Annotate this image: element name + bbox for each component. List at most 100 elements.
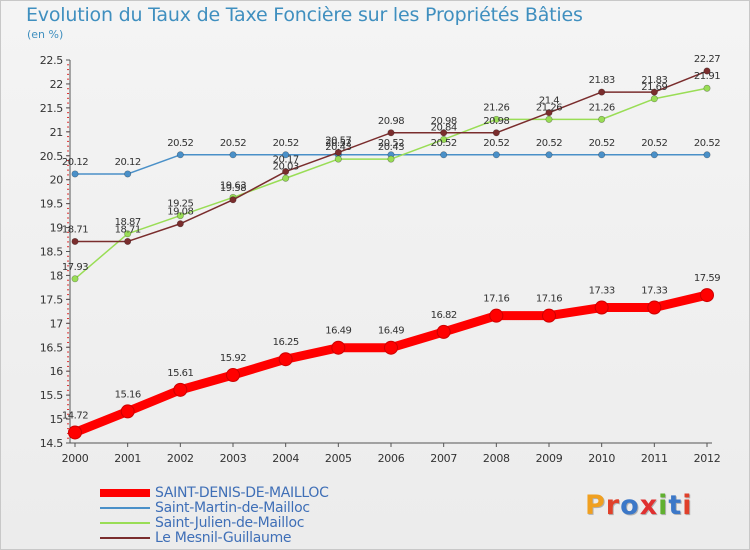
data-label: 20.52 [273,138,299,149]
line-chart: 14.5 15 15.5 16 16.5 17 17.5 18 18.5 19 19.5 20 20.5… [40,54,721,465]
data-label: 20.03 [273,161,299,172]
series-3 [71,67,711,245]
legend-label: SAINT-DENIS-DE-MAILLOC [155,484,329,501]
data-label: 21.83 [641,75,667,86]
y-tick-label: 15 [50,413,64,426]
data-point [176,212,184,220]
data-point [598,115,606,123]
data-point [440,129,448,137]
x-tick-label: 2000 [62,452,89,465]
data-label: 19.08 [167,207,193,218]
data-label: 19.25 [167,199,193,210]
series-line [73,290,709,437]
data-point [387,129,395,137]
data-point [650,151,658,159]
data-point [545,109,553,117]
data-point [598,88,606,96]
series-0 [68,288,714,440]
data-point [492,115,500,123]
data-point [334,155,342,163]
data-label: 18.71 [115,224,141,235]
y-tick-label: 22.5 [40,54,64,67]
data-point [176,151,184,159]
data-point [124,237,132,245]
data-label: 20.43 [325,142,351,153]
data-point [436,324,451,339]
y-tick-label: 22 [50,78,63,91]
legend-label: Saint-Julien-de-Mailloc [155,514,305,531]
data-label: 20.52 [167,138,193,149]
data-point [492,151,500,159]
data-point [650,95,658,103]
data-point [650,88,658,96]
x-tick-label: 2012 [694,452,721,465]
data-point [120,404,135,419]
data-point [282,168,290,176]
data-label: 18.71 [62,224,88,235]
legend-label: Le Mesnil-Guillaume [155,529,292,546]
data-label: 17.16 [483,294,509,305]
y-tick-label: 18.5 [40,246,64,259]
x-tick-label: 2003 [220,452,247,465]
y-tick-label: 16 [50,365,64,378]
y-tick-label: 15.5 [40,389,64,402]
data-point [703,151,711,159]
legend: SAINT-DENIS-DE-MAILLOC Saint-Martin-de-Ma… [100,484,329,546]
data-point [334,148,342,156]
data-label: 21.69 [641,82,667,93]
data-point [647,300,662,315]
y-unit-label: (en %) [27,28,64,41]
data-label: 20.52 [325,138,351,149]
data-point [173,382,188,397]
x-tick-label: 2011 [641,452,668,465]
series-layer [68,67,714,440]
y-tick-label: 21.5 [40,102,64,115]
data-label: 17.93 [62,262,88,273]
data-point [68,425,82,440]
x-tick-label: 2005 [325,452,352,465]
data-label: 17.33 [641,286,667,297]
data-label: 20.52 [431,138,457,149]
data-point [124,170,132,178]
data-label: 19.63 [220,180,246,191]
data-label: 20.57 [325,135,351,146]
data-point [700,288,714,303]
brand-logo: Proxiti [585,490,693,521]
legend-swatch [100,521,150,524]
data-point [545,115,553,123]
data-point [331,340,346,355]
data-label: 21.26 [589,102,615,113]
data-point [542,308,556,323]
data-point [440,135,448,143]
x-tick-label: 2004 [272,452,299,465]
data-label: 21.26 [536,102,562,113]
data-label: 21.4 [539,96,559,107]
data-label: 20.98 [483,116,509,127]
y-tick-label: 17.5 [40,293,64,306]
y-tick-label: 19.5 [40,198,64,211]
data-label: 17.33 [589,286,615,297]
series-2 [71,84,711,283]
axes: 14.5 15 15.5 16 16.5 17 17.5 18 18.5 19 19.5 20 20.5… [40,54,721,465]
data-point [703,84,711,92]
y-tick-label: 16.5 [40,341,64,354]
data-point [71,237,79,245]
y-tick-label: 20 [50,174,64,187]
x-tick-label: 2006 [378,452,405,465]
data-label: 20.17 [273,155,299,166]
data-label: 22.27 [694,54,720,65]
data-label: 20.52 [694,138,720,149]
series-1 [71,151,711,178]
data-label: 20.52 [536,138,562,149]
data-point [229,151,237,159]
chart-title: Evolution du Taux de Taxe Foncière sur l… [26,4,583,26]
x-tick-label: 2001 [114,452,141,465]
data-label: 17.59 [694,273,720,284]
x-tick-label: 2007 [430,452,457,465]
data-label: 14.72 [62,410,88,421]
x-tick-label: 2009 [536,452,563,465]
data-label: 20.52 [220,138,246,149]
y-tick-label: 20.5 [40,150,64,163]
data-point [703,67,711,75]
data-point [71,275,79,283]
